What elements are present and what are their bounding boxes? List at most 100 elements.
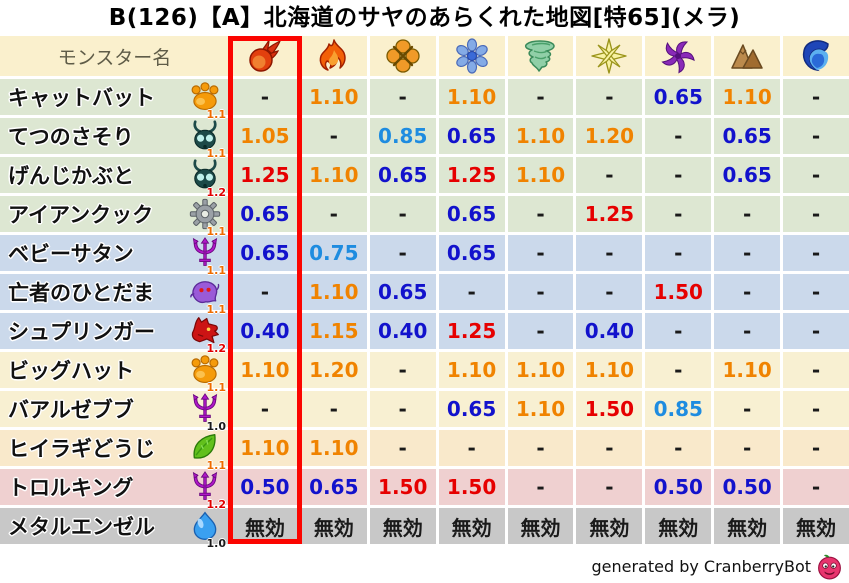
rate-badge: 1.1	[206, 303, 227, 316]
resistance-value-cell: -	[645, 352, 712, 388]
resistance-value-cell: -	[645, 118, 712, 154]
resistance-value-cell: 無効	[369, 508, 436, 544]
resistance-value-cell: -	[300, 391, 367, 427]
resistance-value-cell: -	[507, 313, 574, 349]
rate-badge: 1.2	[206, 498, 227, 511]
resistance-value-cell: -	[507, 235, 574, 271]
monster-family-icon-wrap: 1.2	[189, 315, 226, 355]
rate-badge: 1.1	[206, 459, 227, 472]
rate-badge: 1.1	[206, 381, 227, 394]
resistance-value-cell: -	[783, 313, 849, 349]
resistance-value-cell: -	[507, 430, 574, 466]
resistance-value-cell: 1.25	[232, 157, 298, 193]
monster-name: メタルエンゼル	[8, 515, 155, 539]
resistance-value-cell: 1.50	[369, 469, 436, 505]
monster-family-icon-wrap: 1.2	[189, 471, 226, 511]
monster-name: アイアンクック	[8, 203, 154, 227]
bug-icon	[189, 120, 221, 152]
monster-name: ベビーサタン	[8, 242, 134, 266]
resistance-value-cell: -	[645, 235, 712, 271]
column-header-flame	[300, 36, 367, 76]
resistance-value-cell: -	[714, 274, 781, 310]
resistance-value-cell: 0.40	[232, 313, 298, 349]
resistance-value-cell: 0.40	[369, 313, 436, 349]
resistance-value-cell: 1.10	[576, 352, 643, 388]
resistance-value-cell: 0.85	[369, 118, 436, 154]
resistance-value-cell: 1.10	[232, 352, 298, 388]
resistance-value-cell: 1.20	[300, 352, 367, 388]
resistance-value-cell: 1.10	[507, 352, 574, 388]
monster-family-icon-wrap: 1.1	[189, 81, 226, 121]
resistance-value-cell: 無効	[300, 508, 367, 544]
resistance-value-cell: -	[783, 235, 849, 271]
resistance-value-cell: -	[369, 352, 436, 388]
monster-name-cell: バアルゼブブ 1.0	[0, 391, 229, 433]
resistance-value-cell: 0.65	[438, 391, 505, 427]
paw-icon	[189, 354, 221, 386]
resistance-value-cell: 0.65	[714, 118, 781, 154]
resistance-value-cell: -	[576, 469, 643, 505]
resistance-value-cell: 1.10	[232, 430, 298, 466]
page-title: B(126)【A】北海道のサヤのあらくれた地図[特65](メラ)	[108, 5, 741, 31]
monster-name-cell: てつのさそり 1.1	[0, 118, 229, 160]
column-header-snowflake	[438, 36, 505, 76]
resistance-value-cell: -	[507, 79, 574, 115]
monster-name-cell: キャットバット 1.1	[0, 79, 229, 121]
monster-name-cell: ベビーサタン 1.1	[0, 235, 229, 277]
column-header-burst	[369, 36, 436, 76]
trident-icon	[189, 237, 221, 269]
footer-credit: generated by CranberryBot	[591, 551, 843, 581]
resistance-value-cell: 無効	[576, 508, 643, 544]
resistance-value-cell: -	[714, 196, 781, 232]
monster-family-icon-wrap: 1.1	[189, 198, 226, 238]
resistance-value-cell: -	[783, 430, 849, 466]
resistance-value-cell: 無効	[783, 508, 849, 544]
resistance-value-cell: 0.65	[232, 235, 298, 271]
sparkle-icon	[591, 38, 628, 74]
resistance-value-cell: 0.65	[645, 79, 712, 115]
resistance-value-cell: 無効	[438, 508, 505, 544]
monster-name-cell: げんじかぶと 1.2	[0, 157, 229, 199]
resistance-value-cell: -	[507, 469, 574, 505]
bug-icon	[189, 159, 221, 191]
resistance-value-cell: -	[783, 469, 849, 505]
monster-name: シュプリンガー	[8, 320, 155, 344]
resistance-value-cell: 1.10	[300, 274, 367, 310]
resistance-value-cell: 0.50	[232, 469, 298, 505]
resistance-value-cell: 0.40	[576, 313, 643, 349]
resistance-value-cell: -	[232, 391, 298, 427]
leaf-icon	[189, 432, 221, 464]
resistance-value-cell: 1.10	[438, 79, 505, 115]
resistance-value-cell: 1.50	[438, 469, 505, 505]
resistance-value-cell: -	[714, 235, 781, 271]
resistance-value-cell: -	[714, 313, 781, 349]
paw-icon	[189, 81, 221, 113]
resistance-value-cell: -	[369, 391, 436, 427]
monster-name: キャットバット	[8, 86, 155, 110]
resistance-value-cell: 0.50	[714, 469, 781, 505]
ghost-icon	[189, 276, 221, 308]
tornado-icon	[522, 38, 558, 74]
resistance-table: モンスター名 キャットバット 1.1-1.10-1.10- -0.65 1.10- てつ…	[0, 36, 849, 550]
resistance-value-cell: -	[783, 196, 849, 232]
monster-name-cell: シュプリンガー 1.2	[0, 313, 229, 355]
resistance-value-cell: -	[438, 430, 505, 466]
resistance-value-cell: 0.65	[714, 157, 781, 193]
resistance-value-cell: -	[576, 235, 643, 271]
resistance-value-cell: -	[714, 391, 781, 427]
resistance-value-cell: 0.65	[300, 469, 367, 505]
resistance-value-cell: 無効	[714, 508, 781, 544]
resistance-value-cell: 0.75	[300, 235, 367, 271]
monster-name: 亡者のひとだま	[8, 281, 154, 305]
snowflake-icon	[454, 38, 490, 74]
mountain-icon	[729, 38, 765, 74]
resistance-value-cell: 0.65	[438, 196, 505, 232]
rate-badge: 1.1	[206, 108, 227, 121]
resistance-value-cell: -	[507, 274, 574, 310]
resistance-value-cell: -	[714, 430, 781, 466]
resistance-value-cell: 1.05	[232, 118, 298, 154]
trident-icon	[189, 393, 221, 425]
gear-icon	[189, 198, 221, 230]
rate-badge: 1.2	[206, 186, 227, 199]
resistance-value-cell: -	[783, 274, 849, 310]
